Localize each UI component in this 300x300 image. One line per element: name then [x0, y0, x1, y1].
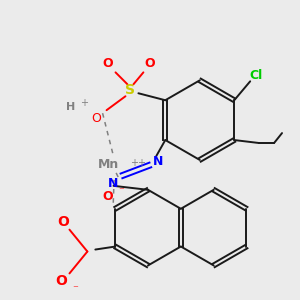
Text: Mn: Mn: [98, 158, 119, 171]
Text: N: N: [153, 155, 164, 168]
Text: N: N: [108, 177, 119, 190]
Text: ⁻: ⁻: [73, 284, 78, 294]
Text: ⁻: ⁻: [118, 186, 124, 196]
Text: O: O: [102, 190, 112, 203]
Text: ++: ++: [130, 158, 146, 168]
Text: S: S: [125, 83, 135, 97]
Text: O: O: [144, 57, 155, 70]
Text: O: O: [56, 274, 68, 288]
Text: H: H: [66, 102, 75, 112]
Text: O: O: [102, 57, 113, 70]
Text: +: +: [80, 98, 88, 108]
Text: Cl: Cl: [250, 69, 263, 82]
Text: O: O: [92, 112, 101, 124]
Text: O: O: [58, 215, 69, 229]
